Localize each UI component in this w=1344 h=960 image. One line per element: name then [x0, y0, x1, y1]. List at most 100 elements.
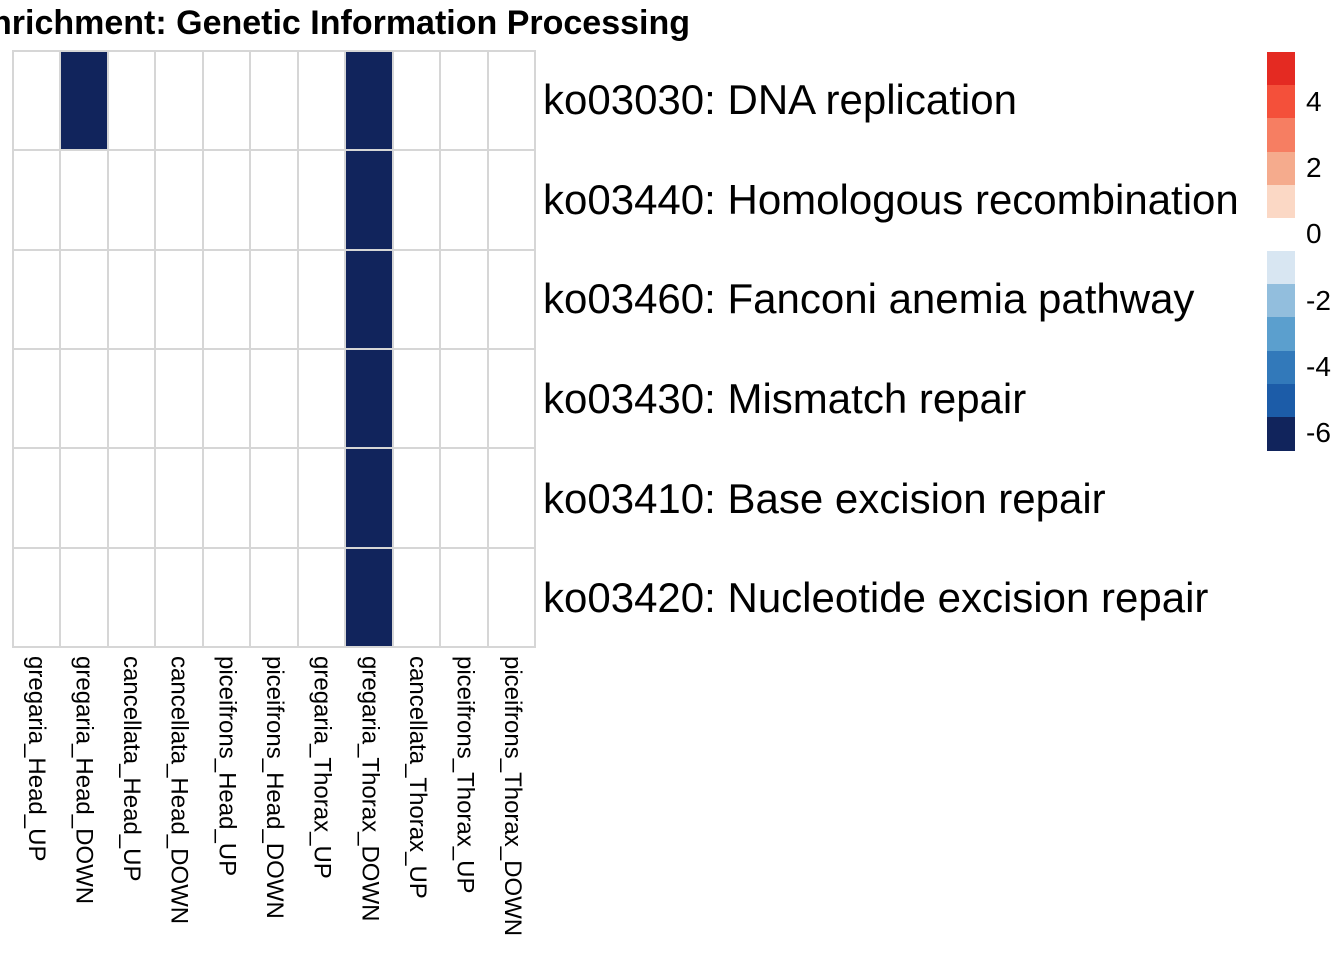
colorbar-tick-label: 2: [1306, 152, 1322, 184]
heatmap-cell: [156, 151, 202, 249]
heatmap-cell: [441, 350, 487, 448]
heatmap-cell: [14, 151, 60, 249]
heatmap-cell: [298, 151, 345, 249]
column-label: gregaria_Head_DOWN: [70, 656, 98, 905]
row-label: ko03420: Nucleotide excision repair: [543, 574, 1209, 622]
heatmap-cell: [488, 548, 534, 646]
heatmap-cell: [203, 548, 250, 646]
heatmap-cell: [488, 250, 534, 348]
colorbar-bin: [1267, 317, 1295, 352]
heatmap-cell: [441, 548, 487, 646]
heatmap-cell: [203, 250, 250, 348]
column-label: cancellata_Head_DOWN: [165, 656, 193, 925]
heatmap-cell: [393, 350, 440, 448]
heatmap-cell: [488, 52, 534, 150]
heatmap-cell: [251, 52, 297, 150]
column-label: piceifrons_Head_DOWN: [261, 656, 288, 919]
heatmap-cell: [203, 151, 250, 249]
column-label: gregaria_Head_UP: [22, 656, 50, 862]
colorbar-bin: [1267, 184, 1295, 219]
heatmap-cell: [251, 151, 297, 249]
colorbar-tick-label: 0: [1306, 218, 1322, 250]
colorbar-tick-label: 4: [1306, 85, 1322, 117]
heatmap-cell: [251, 449, 297, 547]
heatmap-cell: [393, 52, 440, 150]
heatmap-cell: [298, 548, 345, 646]
heatmap-cell: [251, 548, 297, 646]
heatmap-cell: [156, 52, 202, 150]
colorbar-bin: [1267, 151, 1295, 186]
heatmap-cell: [61, 52, 107, 150]
column-label: gregaria_Thorax_DOWN: [356, 656, 384, 922]
row-label: ko03430: Mismatch repair: [543, 374, 1027, 422]
colorbar-bin: [1267, 416, 1295, 451]
heatmap-cell: [441, 449, 487, 547]
column-label: cancellata_Thorax_UP: [403, 656, 431, 899]
row-label: ko03460: Fanconi anemia pathway: [543, 275, 1195, 323]
heatmap-cell: [441, 52, 487, 150]
heatmap-cell: [203, 350, 250, 448]
colorbar-tick-label: -6: [1306, 417, 1331, 449]
heatmap-cell: [156, 449, 202, 547]
heatmap-cell: [441, 151, 487, 249]
colorbar-bin: [1267, 251, 1295, 285]
column-label: cancellata_Head_UP: [118, 656, 146, 882]
heatmap-cell: [393, 548, 440, 646]
heatmap-cell: [393, 250, 440, 348]
heatmap-cell: [14, 52, 60, 150]
heatmap-cell: [203, 52, 250, 150]
heatmap-cell: [346, 449, 392, 547]
heatmap-cell: [251, 250, 297, 348]
colorbar-tick-label: -2: [1306, 284, 1331, 316]
row-labels: ko03030: DNA replication ko03440: Homolog…: [543, 50, 1323, 648]
colorbar-bin: [1267, 118, 1295, 152]
column-label: piceifrons_Head_UP: [213, 656, 241, 877]
heatmap-cell: [108, 548, 155, 646]
row-label: ko03440: Homologous recombination: [543, 175, 1239, 223]
colorbar-bin: [1267, 85, 1295, 119]
heatmap-cell: [156, 250, 202, 348]
heatmap-cell: [14, 548, 60, 646]
heatmap-cell: [14, 250, 60, 348]
chart-title: nrichment: Genetic Information Processin…: [0, 4, 691, 42]
heatmap-cell: [298, 52, 345, 150]
heatmap-cell: [108, 250, 155, 348]
column-label: piceifrons_Thorax_DOWN: [499, 656, 527, 937]
heatmap-cell: [441, 250, 487, 348]
heatmap-cell: [156, 548, 202, 646]
heatmap-cell: [61, 449, 107, 547]
heatmap-cell: [346, 250, 392, 348]
heatmap-cell: [488, 350, 534, 448]
heatmap-cell: [298, 350, 345, 448]
heatmap-cell: [251, 350, 297, 448]
heatmap-cell: [488, 151, 534, 249]
heatmap-cell: [108, 449, 155, 547]
heatmap-cell: [298, 449, 345, 547]
colorbar-bin: [1267, 284, 1295, 318]
heatmap-cell: [61, 548, 107, 646]
heatmap-cell: [14, 350, 60, 448]
column-label: piceifrons_Thorax_UP: [451, 656, 479, 894]
heatmap-cell: [393, 151, 440, 249]
colorbar-bin: [1267, 383, 1295, 418]
heatmap-cell: [61, 250, 107, 348]
colorbar-bin: [1267, 350, 1295, 385]
heatmap-cell: [346, 548, 392, 646]
row-label: ko03030: DNA replication: [543, 75, 1017, 123]
colorbar-bin: [1267, 52, 1295, 86]
heatmap-cell: [14, 449, 60, 547]
row-label: ko03410: Base excision repair: [543, 474, 1106, 522]
heatmap-cell: [298, 250, 345, 348]
heatmap-cell: [488, 449, 534, 547]
heatmap-cell: [61, 350, 107, 448]
heatmap-cell: [346, 52, 392, 150]
heatmap-grid: [12, 50, 536, 648]
heatmap-cell: [108, 52, 155, 150]
colorbar-bin: [1267, 217, 1295, 252]
heatmap-cell: [108, 151, 155, 249]
heatmap-cell: [203, 449, 250, 547]
heatmap-cell: [156, 350, 202, 448]
heatmap-cell: [108, 350, 155, 448]
heatmap-cell: [346, 350, 392, 448]
